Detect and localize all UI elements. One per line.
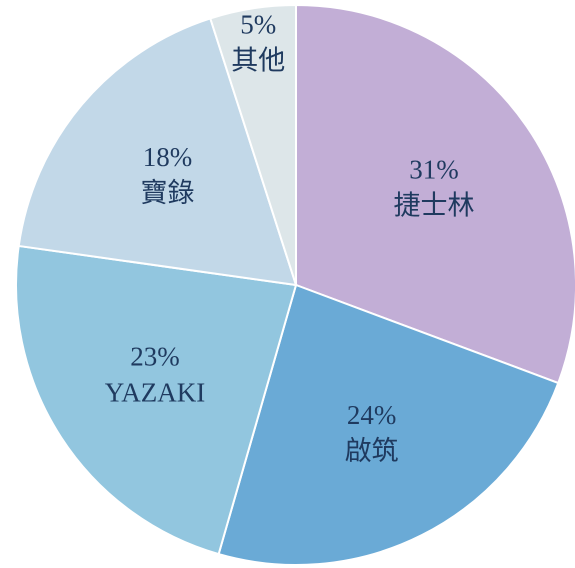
pie-slice bbox=[209, 3, 297, 286]
pie-slice bbox=[217, 283, 560, 566]
pie-slice bbox=[17, 17, 298, 287]
pie-slice bbox=[15, 244, 298, 556]
slice-category-label: 啟筑 bbox=[345, 436, 399, 466]
slice-value-label: 31% bbox=[409, 154, 459, 184]
slice-category-label: 寶錄 bbox=[140, 178, 194, 208]
slice-category-label: YAZAKI bbox=[105, 378, 206, 408]
slice-value-label: 5% bbox=[240, 10, 276, 40]
slice-category-label: 捷士林 bbox=[394, 190, 475, 220]
pie-slice bbox=[295, 3, 575, 385]
slice-value-label: 23% bbox=[130, 342, 180, 372]
slice-value-label: 24% bbox=[347, 400, 397, 430]
slice-category-label: 其他 bbox=[231, 46, 285, 76]
slice-value-label: 18% bbox=[143, 142, 193, 172]
